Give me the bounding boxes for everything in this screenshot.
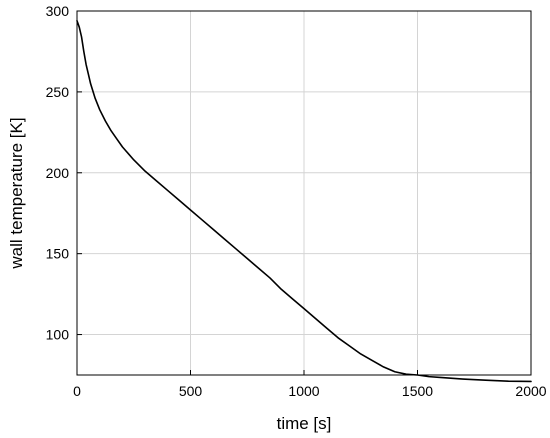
x-axis-label: time [s] (277, 414, 332, 433)
y-tick-label: 250 (46, 84, 70, 100)
y-tick-label: 150 (46, 246, 70, 262)
series-line (76, 19, 532, 383)
y-tick-label: 100 (46, 327, 70, 343)
plot-frame (76, 10, 532, 376)
x-tick-label: 0 (73, 383, 81, 399)
grid-lines (77, 11, 531, 375)
x-tick-label: 2000 (515, 383, 546, 399)
tick-labels: 0 500 1000 1500 2000 100 150 200 250 300 (46, 3, 547, 399)
x-tick-label: 500 (179, 383, 203, 399)
y-tick-label: 300 (46, 3, 70, 19)
y-tick-label: 200 (46, 165, 70, 181)
x-tick-label: 1500 (402, 383, 433, 399)
x-tick-label: 1000 (288, 383, 319, 399)
y-axis-label: wall temperature [K] (7, 117, 26, 269)
